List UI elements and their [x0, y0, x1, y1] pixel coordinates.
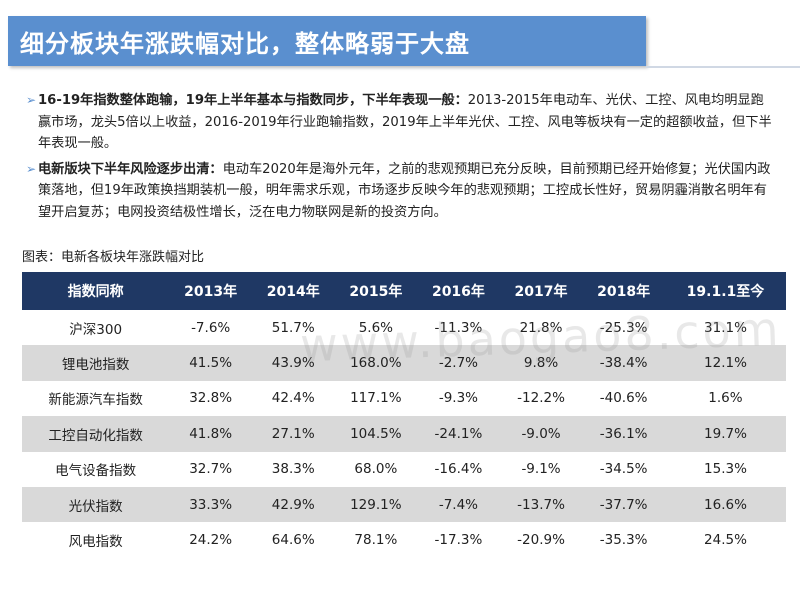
table-row: 新能源汽车指数 32.8% 42.4% 117.1% -9.3% -12.2% -40.6%… — [22, 380, 786, 417]
value-cell: -40.6% — [582, 380, 665, 417]
value-cell: 24.5% — [664, 522, 786, 558]
value-cell: 168.0% — [334, 345, 418, 381]
index-name-cell: 光伏指数 — [22, 486, 170, 523]
value-cell: 12.1% — [664, 345, 786, 381]
value-cell: -12.2% — [499, 380, 583, 417]
value-cell: 9.8% — [499, 345, 583, 381]
value-cell: -35.3% — [582, 522, 665, 558]
index-name-cell: 工控自动化指数 — [22, 416, 170, 452]
value-cell: 41.5% — [169, 345, 252, 381]
value-cell: 64.6% — [251, 522, 335, 558]
value-cell: 1.6% — [664, 380, 786, 417]
value-cell: -16.4% — [417, 451, 500, 487]
value-cell: -7.6% — [169, 310, 252, 346]
bullet-item: ➢ 16-19年指数整体跑输，19年上半年基本与指数同步，下半年表现一般：201… — [26, 90, 774, 155]
index-name-cell: 沪深300 — [22, 310, 170, 346]
value-cell: 32.7% — [169, 451, 252, 487]
value-cell: 117.1% — [334, 380, 418, 417]
value-cell: 21.8% — [499, 310, 583, 346]
value-cell: -38.4% — [582, 345, 665, 381]
value-cell: 42.4% — [251, 380, 335, 417]
value-cell: 15.3% — [664, 451, 786, 487]
comparison-table: 指数同称 2013年 2014年 2015年 2016年 2017年 2018年… — [22, 272, 786, 558]
table-row: 锂电池指数 41.5% 43.9% 168.0% -2.7% 9.8% -38.4% 12.1… — [22, 345, 786, 381]
value-cell: -36.1% — [582, 416, 665, 452]
value-cell: 51.7% — [251, 310, 335, 346]
title-banner: 细分板块年涨跌幅对比，整体略弱于大盘 — [8, 16, 646, 66]
table-row: 光伏指数 33.3% 42.9% 129.1% -7.4% -13.7% -37.7% 16.… — [22, 486, 786, 523]
bullet-text: 电动车2020年是海外元年，之前的悲观预期已充分反映，目前预期已经开始修复；光伏… — [38, 161, 771, 220]
value-cell: -37.7% — [582, 486, 665, 523]
value-cell: -13.7% — [499, 486, 583, 523]
bullet-text: 2013-2015年电动车、光伏、工控、风电均明显跑赢市场，龙头5倍以上收益，2… — [38, 93, 772, 151]
table-row: 电气设备指数 32.7% 38.3% 68.0% -16.4% -9.1% -34.5% 15… — [22, 451, 786, 487]
value-cell: -24.1% — [417, 416, 500, 452]
index-name-cell: 新能源汽车指数 — [22, 380, 170, 417]
value-cell: -25.3% — [582, 310, 665, 346]
header-cell: 指数同称 — [22, 272, 170, 310]
index-name-cell: 锂电池指数 — [22, 345, 170, 381]
value-cell: -34.5% — [582, 451, 665, 487]
arrow-bullet-icon: ➢ — [26, 161, 37, 176]
value-cell: 38.3% — [251, 451, 335, 487]
header-cell: 2013年 — [169, 272, 252, 310]
table-body: 沪深300 -7.6% 51.7% 5.6% -11.3% 21.8% -25.3% 31.1… — [22, 310, 786, 558]
value-cell: -17.3% — [417, 522, 500, 558]
value-cell: 41.8% — [169, 416, 252, 452]
table-row: 风电指数 24.2% 64.6% 78.1% -17.3% -20.9% -35.3% 24.… — [22, 522, 786, 558]
value-cell: -11.3% — [417, 310, 500, 346]
value-cell: -9.0% — [499, 416, 583, 452]
index-name-cell: 电气设备指数 — [22, 451, 170, 487]
value-cell: 33.3% — [169, 486, 252, 523]
table-header-row: 指数同称 2013年 2014年 2015年 2016年 2017年 2018年… — [22, 272, 786, 310]
value-cell: 43.9% — [251, 345, 335, 381]
value-cell: 104.5% — [334, 416, 418, 452]
index-name-cell: 风电指数 — [22, 522, 170, 558]
bullet-list: ➢ 16-19年指数整体跑输，19年上半年基本与指数同步，下半年表现一般：201… — [26, 90, 774, 227]
slide-title: 细分板块年涨跌幅对比，整体略弱于大盘 — [20, 30, 470, 58]
value-cell: -20.9% — [499, 522, 583, 558]
value-cell: -2.7% — [417, 345, 500, 381]
value-cell: 24.2% — [169, 522, 252, 558]
value-cell: 16.6% — [664, 486, 786, 523]
value-cell: 42.9% — [251, 486, 335, 523]
value-cell: -9.1% — [499, 451, 583, 487]
value-cell: -9.3% — [417, 380, 500, 417]
table-row: 沪深300 -7.6% 51.7% 5.6% -11.3% 21.8% -25.3% 31.1… — [22, 310, 786, 346]
header-cell: 2016年 — [417, 272, 500, 310]
value-cell: 129.1% — [334, 486, 418, 523]
header-cell: 2017年 — [499, 272, 583, 310]
value-cell: 31.1% — [664, 310, 786, 346]
bullet-lead: 16-19年指数整体跑输，19年上半年基本与指数同步，下半年表现一般： — [38, 93, 468, 108]
title-divider — [646, 66, 800, 68]
bullet-lead: 电新版块下半年风险逐步出清： — [38, 161, 223, 177]
header-cell: 2014年 — [251, 272, 335, 310]
bullet-item: ➢ 电新版块下半年风险逐步出清：电动车2020年是海外元年，之前的悲观预期已充分… — [26, 159, 774, 224]
value-cell: -7.4% — [417, 486, 500, 523]
header-cell: 19.1.1至今 — [664, 272, 786, 310]
header-cell: 2018年 — [582, 272, 665, 310]
value-cell: 68.0% — [334, 451, 418, 487]
value-cell: 19.7% — [664, 416, 786, 452]
header-cell: 2015年 — [334, 272, 418, 310]
table-caption: 图表：电新各板块年涨跌幅对比 — [22, 250, 205, 265]
value-cell: 27.1% — [251, 416, 335, 452]
arrow-bullet-icon: ➢ — [26, 93, 37, 107]
value-cell: 78.1% — [334, 522, 418, 558]
table-row: 工控自动化指数 41.8% 27.1% 104.5% -24.1% -9.0% -36.1%… — [22, 416, 786, 452]
value-cell: 5.6% — [334, 310, 418, 346]
value-cell: 32.8% — [169, 380, 252, 417]
